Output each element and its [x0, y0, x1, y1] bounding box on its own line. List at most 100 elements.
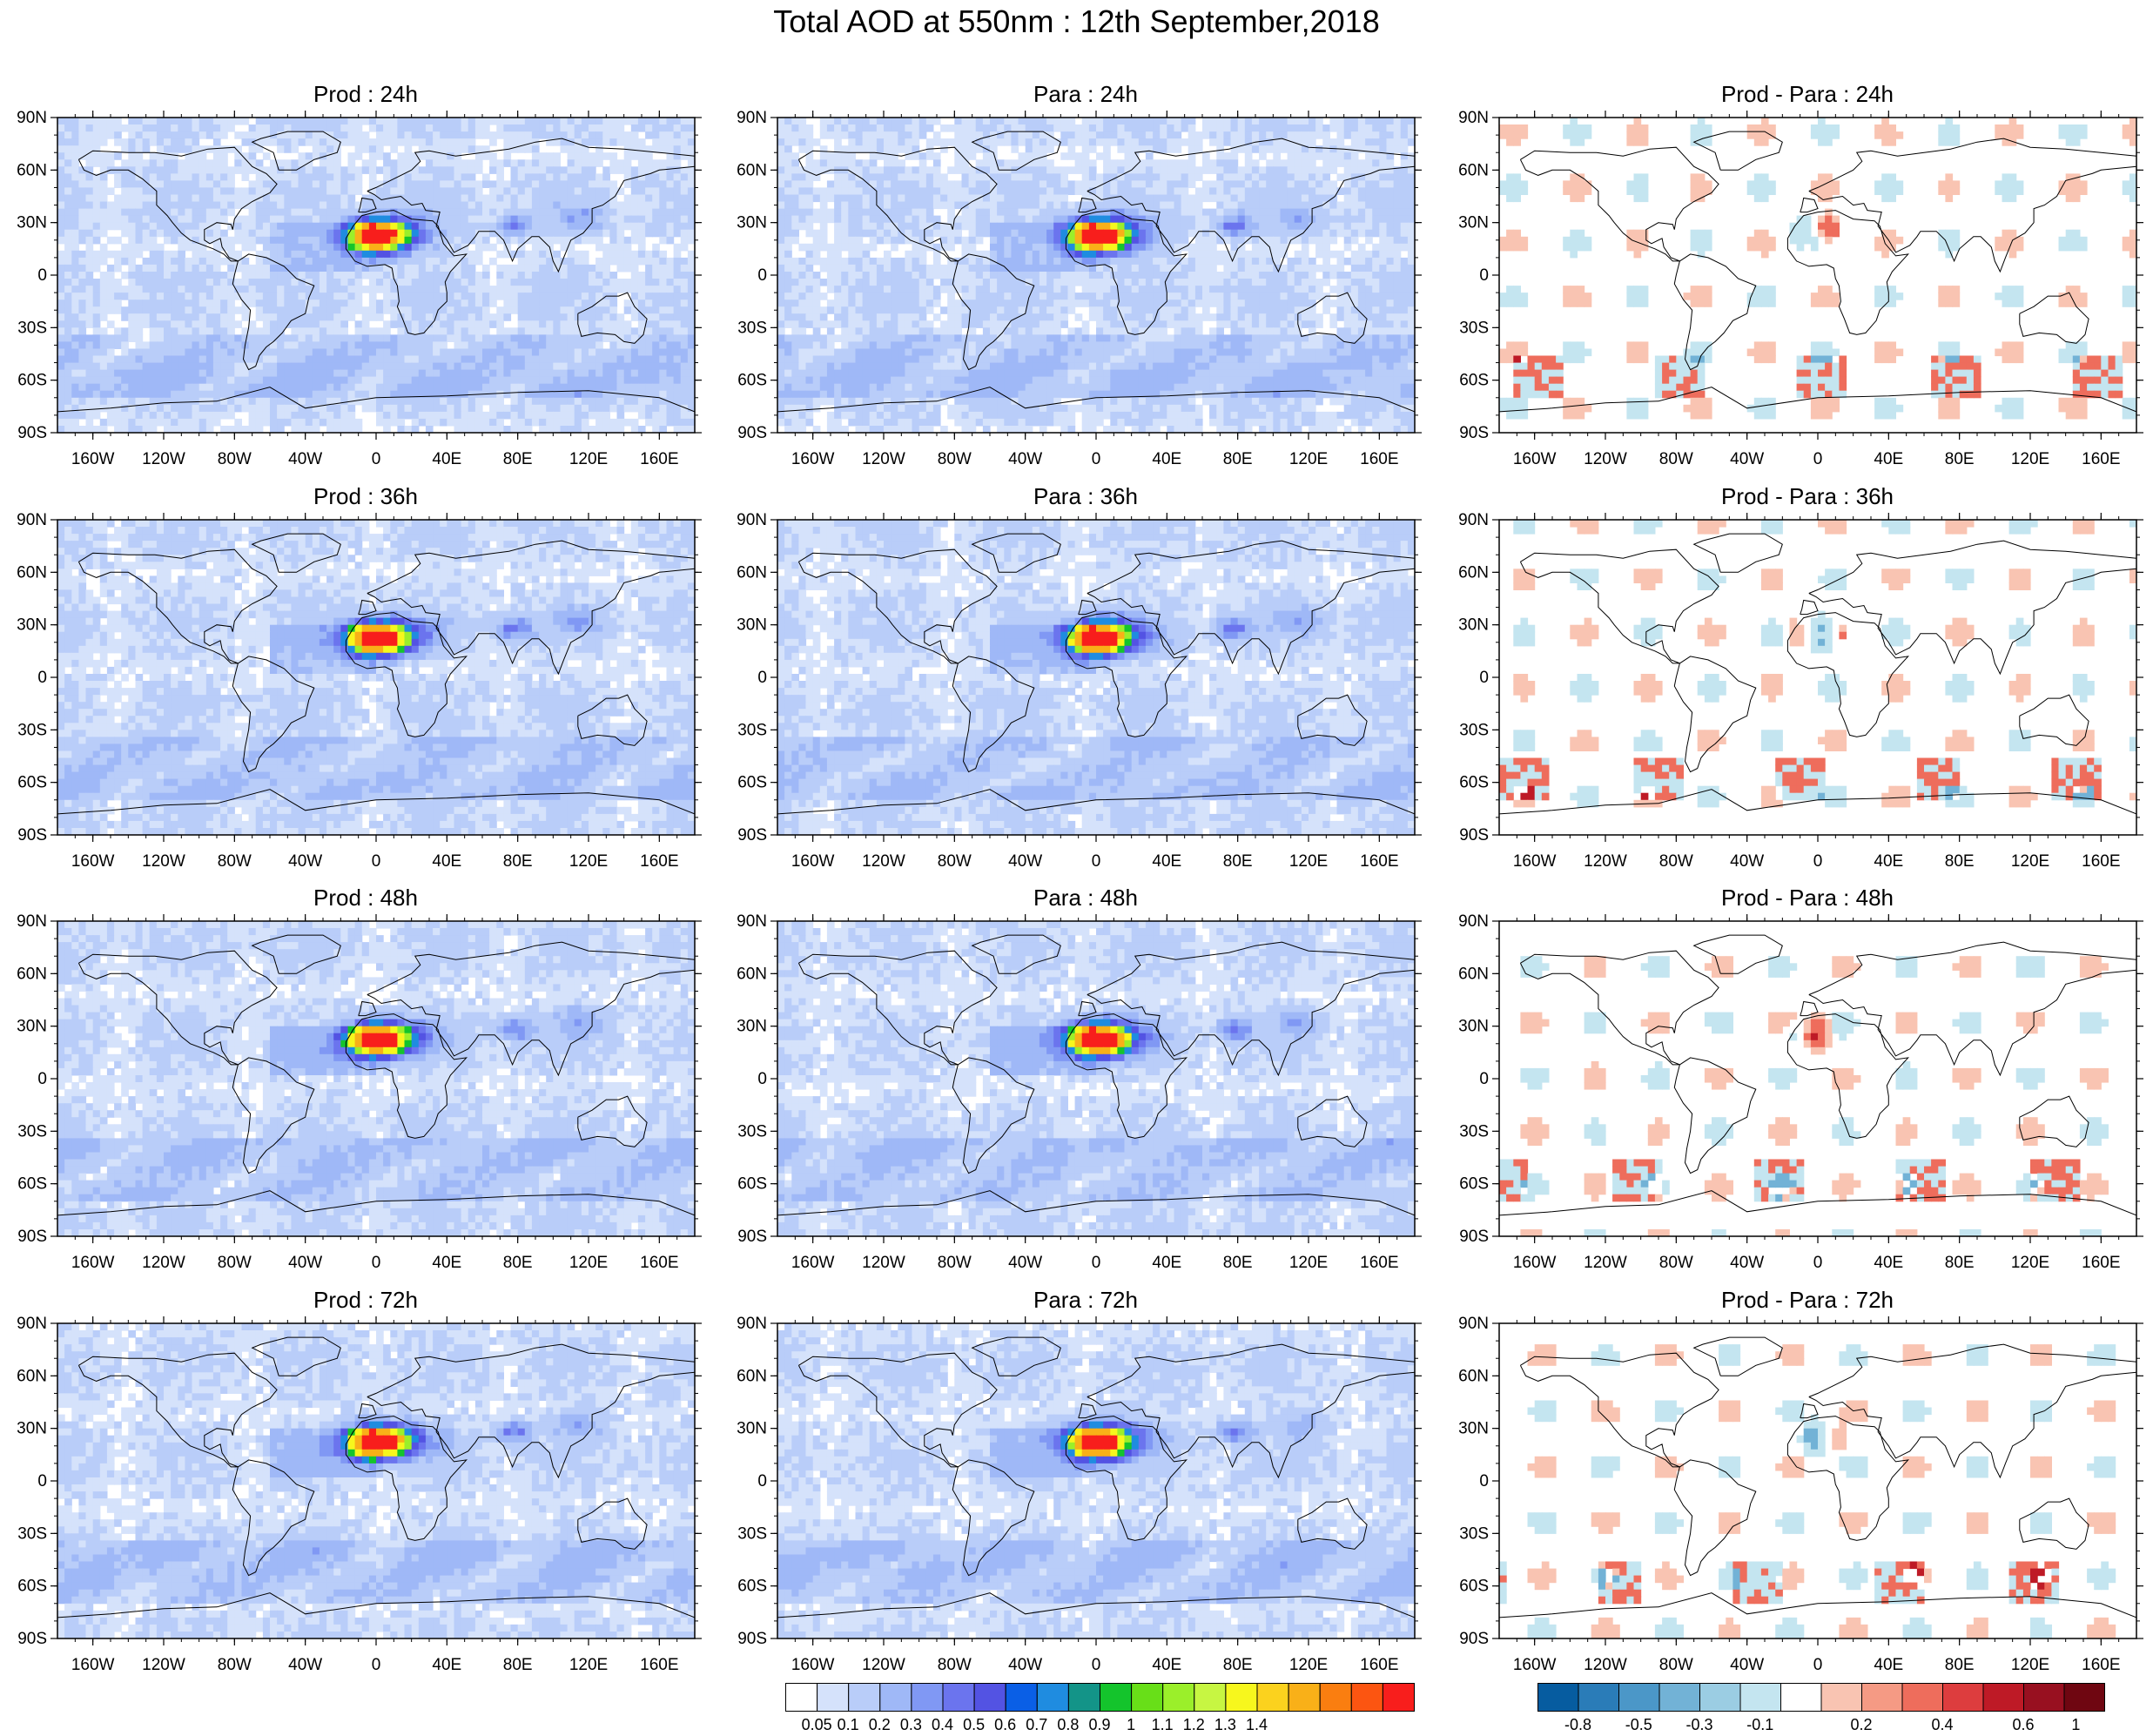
lat-tick-label: 90S: [737, 424, 767, 442]
lat-tick-label: 0: [37, 1472, 47, 1490]
map-panel: Prod - Para : 36h 90N 60N 30N 0 30S 60S 90S 160W…: [1443, 483, 2153, 885]
lon-tick-label: 40E: [1152, 1656, 1181, 1674]
lat-tick-label: 60S: [1459, 1578, 1489, 1596]
lat-tick-label: 0: [37, 266, 47, 285]
lat-tick-label: 60S: [737, 774, 767, 792]
colorbar-label: -0.8: [1564, 1716, 1591, 1734]
aod-field: [57, 118, 695, 433]
map-panel: Para : 72h 90N 60N 30N 0 30S 60S 90S 160W 120W 80W…: [722, 1287, 1450, 1688]
difference-field: [1499, 520, 2136, 808]
lon-tick-label: 120W: [1584, 852, 1627, 871]
map-plot: 90N 60N 30N 0 30S 60S 90S 160W 120W 80W 40W 0 40E 80E…: [737, 511, 1422, 871]
lat-tick-label: 30N: [737, 616, 767, 635]
panel-title: Para : 48h: [722, 885, 1450, 911]
lat-tick-label: 30S: [1459, 1524, 1489, 1543]
lon-tick-label: 80E: [1223, 1656, 1253, 1674]
lat-tick-label: 90N: [1458, 1315, 1489, 1333]
lon-tick-label: 80W: [218, 1656, 252, 1674]
aod-field: [777, 921, 1415, 1236]
lat-tick-label: 30S: [737, 721, 767, 739]
lon-tick-label: 160W: [71, 852, 115, 871]
coastlines: [57, 533, 695, 815]
colorbar-label: -0.1: [1746, 1716, 1773, 1734]
lat-tick-label: 90S: [1459, 1228, 1489, 1246]
lat-tick-label: 60S: [17, 372, 47, 390]
lat-tick-label: 60N: [1458, 1367, 1489, 1385]
lat-tick-label: 90N: [1458, 109, 1489, 127]
lon-tick-label: 120W: [862, 450, 905, 468]
lon-tick-label: 120W: [142, 1254, 185, 1272]
panel-title: Prod : 72h: [2, 1287, 730, 1313]
colorbar-box: [1100, 1683, 1133, 1712]
lon-tick-label: 0: [372, 1656, 381, 1674]
lat-tick-label: 60N: [17, 1367, 47, 1385]
lon-tick-label: 120E: [2011, 1254, 2049, 1272]
lon-tick-label: 40E: [432, 450, 461, 468]
lat-tick-label: 30N: [1458, 1420, 1489, 1438]
panel-title: Prod : 36h: [2, 483, 730, 509]
panel-title: Prod - Para : 24h: [1443, 81, 2153, 107]
lat-tick-label: 60S: [17, 1578, 47, 1596]
colorbar-label: -0.3: [1685, 1716, 1712, 1734]
lon-tick-label: 0: [372, 852, 381, 871]
panel-title: Para : 24h: [722, 81, 1450, 107]
lon-tick-label: 160E: [2082, 1254, 2120, 1272]
lon-tick-label: 40E: [1152, 1254, 1181, 1272]
lon-tick-label: 160E: [640, 852, 678, 871]
lat-tick-label: 90S: [737, 826, 767, 844]
colorbar-label: 0.2: [869, 1716, 891, 1734]
colorbar-label: 0.7: [1026, 1716, 1047, 1734]
colorbar-label: 1.4: [1246, 1716, 1268, 1734]
lon-tick-label: 80E: [503, 1656, 533, 1674]
lat-tick-label: 30S: [737, 1524, 767, 1543]
map-plot: 90N 60N 30N 0 30S 60S 90S 160W 120W 80W 40W 0 40E 80E…: [17, 912, 702, 1272]
lon-tick-label: 160W: [1513, 1656, 1557, 1674]
coastlines: [1499, 1336, 2136, 1618]
lon-tick-label: 80W: [1659, 1254, 1693, 1272]
colorbar-box: [2063, 1683, 2105, 1712]
lat-tick-label: 60N: [17, 563, 47, 582]
map-panel: Prod - Para : 48h 90N 60N 30N 0 30S 60S 90S 160W…: [1443, 885, 2153, 1286]
colorbar-box: [1162, 1683, 1195, 1712]
lon-tick-label: 160E: [1360, 1254, 1398, 1272]
colorbar-label: 0.05: [802, 1716, 832, 1734]
lon-tick-label: 80W: [1659, 852, 1693, 871]
lat-tick-label: 90N: [1458, 511, 1489, 529]
lon-tick-label: 40W: [1730, 1254, 1764, 1272]
lon-tick-label: 0: [372, 450, 381, 468]
coastlines: [57, 934, 695, 1216]
lon-tick-label: 120E: [569, 450, 608, 468]
coastlines: [777, 131, 1415, 413]
lat-tick-label: 90S: [737, 1630, 767, 1648]
lon-tick-label: 80E: [1945, 1656, 1975, 1674]
lon-tick-label: 40E: [1152, 450, 1181, 468]
lat-tick-label: 30N: [17, 214, 47, 232]
lat-tick-label: 30S: [17, 319, 47, 337]
lon-tick-label: 80W: [938, 1254, 972, 1272]
lat-tick-label: 30N: [737, 1018, 767, 1036]
lat-tick-label: 30N: [1458, 1018, 1489, 1036]
difference-field: [1499, 956, 2109, 1236]
colorbar-box: [942, 1683, 975, 1712]
lat-tick-label: 30N: [737, 1420, 767, 1438]
lon-tick-label: 80W: [938, 1656, 972, 1674]
coastlines: [57, 1336, 695, 1618]
lat-tick-label: 60S: [1459, 774, 1489, 792]
colorbar-box: [1067, 1683, 1100, 1712]
lon-tick-label: 120E: [2011, 852, 2049, 871]
lat-tick-label: 0: [37, 1070, 47, 1088]
lon-tick-label: 80E: [1945, 1254, 1975, 1272]
colorbar-box: [1861, 1683, 1903, 1712]
colorbar-label: 1.2: [1183, 1716, 1205, 1734]
colorbar-label: -0.5: [1625, 1716, 1652, 1734]
coastlines: [1499, 131, 2136, 413]
figure-title: Total AOD at 550nm : 12th September,2018: [0, 3, 2153, 40]
aod-field: [777, 1323, 1415, 1638]
aod-colorbar-boxes: [785, 1683, 1416, 1712]
lon-tick-label: 160E: [640, 1656, 678, 1674]
lat-tick-label: 60S: [17, 1175, 47, 1194]
lat-tick-label: 0: [1479, 1472, 1489, 1490]
map-plot: 90N 60N 30N 0 30S 60S 90S 160W 120W 80W 40W 0 40E 80E…: [17, 109, 702, 468]
lat-tick-label: 60N: [1458, 563, 1489, 582]
colorbar-box: [1288, 1683, 1321, 1712]
